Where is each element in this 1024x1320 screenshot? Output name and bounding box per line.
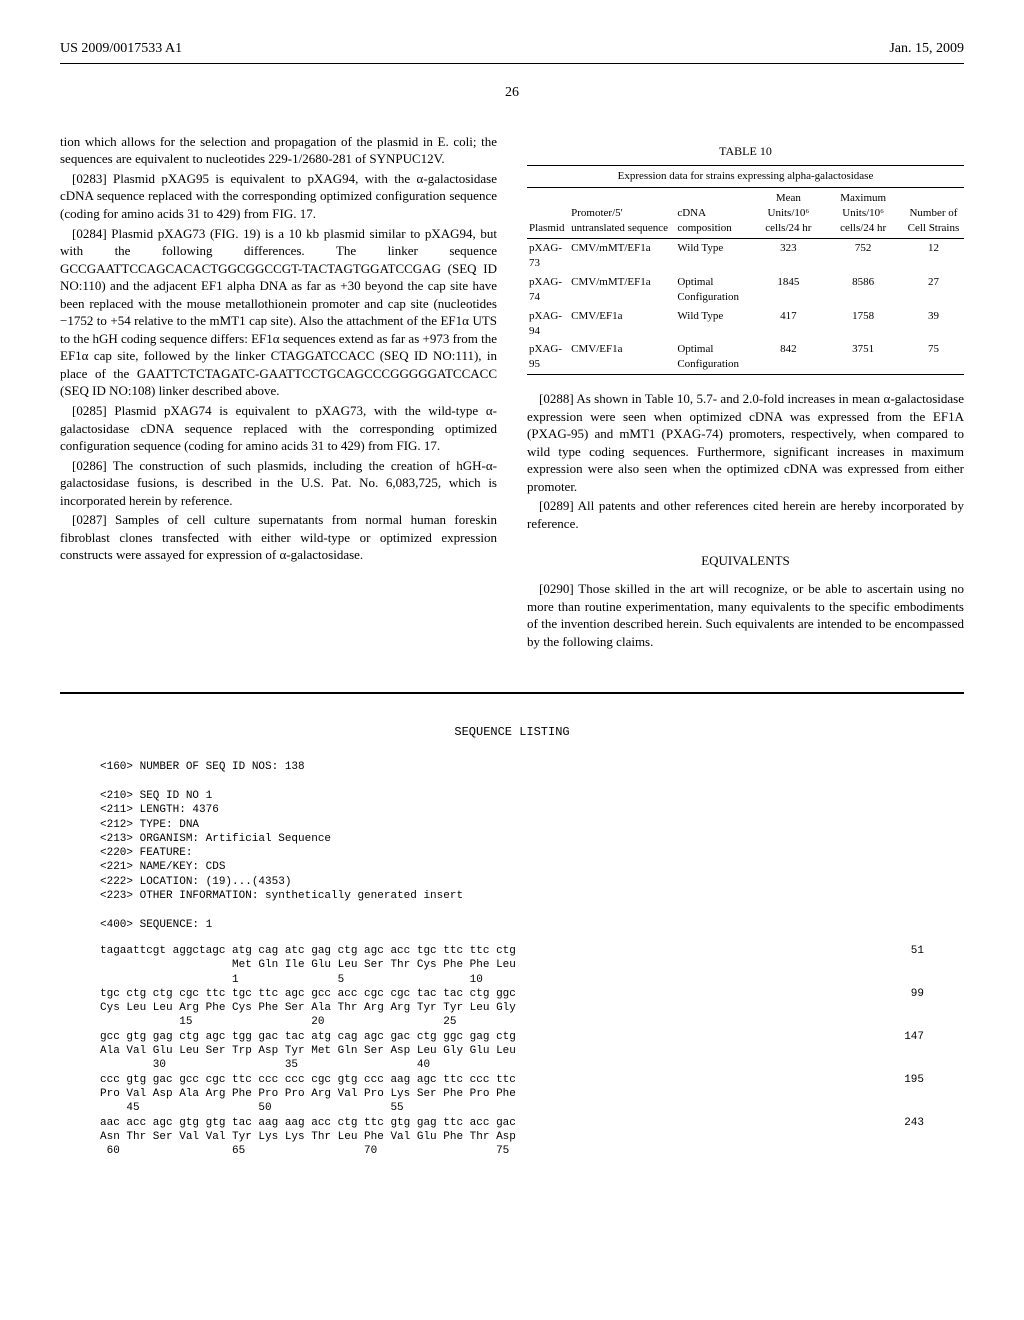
content-columns: tion which allows for the selection and …: [60, 133, 964, 652]
paragraph-0285: [0285] Plasmid pXAG74 is equivalent to p…: [60, 402, 497, 455]
paragraph-0286: [0286] The construction of such plasmids…: [60, 457, 497, 510]
sequence-row: 15 20 25: [100, 1015, 924, 1029]
paragraph-0287: [0287] Samples of cell culture supernata…: [60, 511, 497, 564]
page-header: US 2009/0017533 A1 Jan. 15, 2009: [60, 40, 964, 64]
table-row: pXAG-74 CMV/mMT/EF1a Optimal Configurati…: [527, 273, 964, 307]
sequence-row: 45 50 55: [100, 1101, 924, 1115]
th-cdna: cDNA composition: [675, 188, 753, 239]
sequence-row: gcc gtg gag ctg agc tgg gac tac atg cag …: [100, 1030, 924, 1044]
paragraph-0284: [0284] Plasmid pXAG73 (FIG. 19) is a 10 …: [60, 225, 497, 400]
sequence-row: 60 65 70 75: [100, 1144, 924, 1158]
sequence-row: Met Gln Ile Glu Leu Ser Thr Cys Phe Phe …: [100, 958, 924, 972]
th-strains: Number of Cell Strains: [903, 188, 964, 239]
sequence-row: 1 5 10: [100, 973, 924, 987]
sequence-row: Cys Leu Leu Arg Phe Cys Phe Ser Ala Thr …: [100, 1001, 924, 1015]
th-max: Maximum Units/10⁶ cells/24 hr: [823, 188, 902, 239]
sequence-row: ccc gtg gac gcc cgc ttc ccc ccc cgc gtg …: [100, 1073, 924, 1087]
sequence-row: tagaattcgt aggctagc atg cag atc gag ctg …: [100, 944, 924, 958]
paragraph-0282-cont: tion which allows for the selection and …: [60, 133, 497, 168]
sequence-rows: tagaattcgt aggctagc atg cag atc gag ctg …: [60, 944, 964, 1158]
equivalents-heading: EQUIVALENTS: [527, 552, 964, 570]
sequence-listing-title: SEQUENCE LISTING: [60, 692, 964, 740]
sequence-row: aac acc agc gtg gtg tac aag aag acc ctg …: [100, 1116, 924, 1130]
patent-number: US 2009/0017533 A1: [60, 40, 182, 59]
table-10-data: Plasmid Promoter/5' untranslated sequenc…: [527, 188, 964, 375]
table-row: pXAG-94 CMV/EF1a Wild Type 417 1758 39: [527, 307, 964, 341]
paragraph-0283: [0283] Plasmid pXAG95 is equivalent to p…: [60, 170, 497, 223]
sequence-row: Pro Val Asp Ala Arg Phe Pro Pro Arg Val …: [100, 1087, 924, 1101]
publication-date: Jan. 15, 2009: [889, 40, 964, 59]
table-10-caption: Expression data for strains expressing a…: [527, 165, 964, 188]
sequence-row: tgc ctg ctg cgc ttc tgc ttc agc gcc acc …: [100, 987, 924, 1001]
table-row: pXAG-95 CMV/EF1a Optimal Configuration 8…: [527, 340, 964, 374]
page-number: 26: [60, 84, 964, 103]
sequence-meta: <160> NUMBER OF SEQ ID NOS: 138 <210> SE…: [100, 760, 924, 932]
table-10-title: TABLE 10: [527, 143, 964, 159]
table-10: TABLE 10 Expression data for strains exp…: [527, 143, 964, 375]
paragraph-0288: [0288] As shown in Table 10, 5.7- and 2.…: [527, 390, 964, 495]
left-column: tion which allows for the selection and …: [60, 133, 497, 652]
paragraph-0289: [0289] All patents and other references …: [527, 497, 964, 532]
th-mean: Mean Units/10⁶ cells/24 hr: [753, 188, 823, 239]
sequence-row: 30 35 40: [100, 1058, 924, 1072]
right-column: TABLE 10 Expression data for strains exp…: [527, 133, 964, 652]
sequence-row: Asn Thr Ser Val Val Tyr Lys Lys Thr Leu …: [100, 1130, 924, 1144]
paragraph-0290: [0290] Those skilled in the art will rec…: [527, 580, 964, 650]
th-promoter: Promoter/5' untranslated sequence: [569, 188, 675, 239]
th-plasmid: Plasmid: [527, 188, 569, 239]
table-row: pXAG-73 CMV/mMT/EF1a Wild Type 323 752 1…: [527, 239, 964, 273]
sequence-row: Ala Val Glu Leu Ser Trp Asp Tyr Met Gln …: [100, 1044, 924, 1058]
